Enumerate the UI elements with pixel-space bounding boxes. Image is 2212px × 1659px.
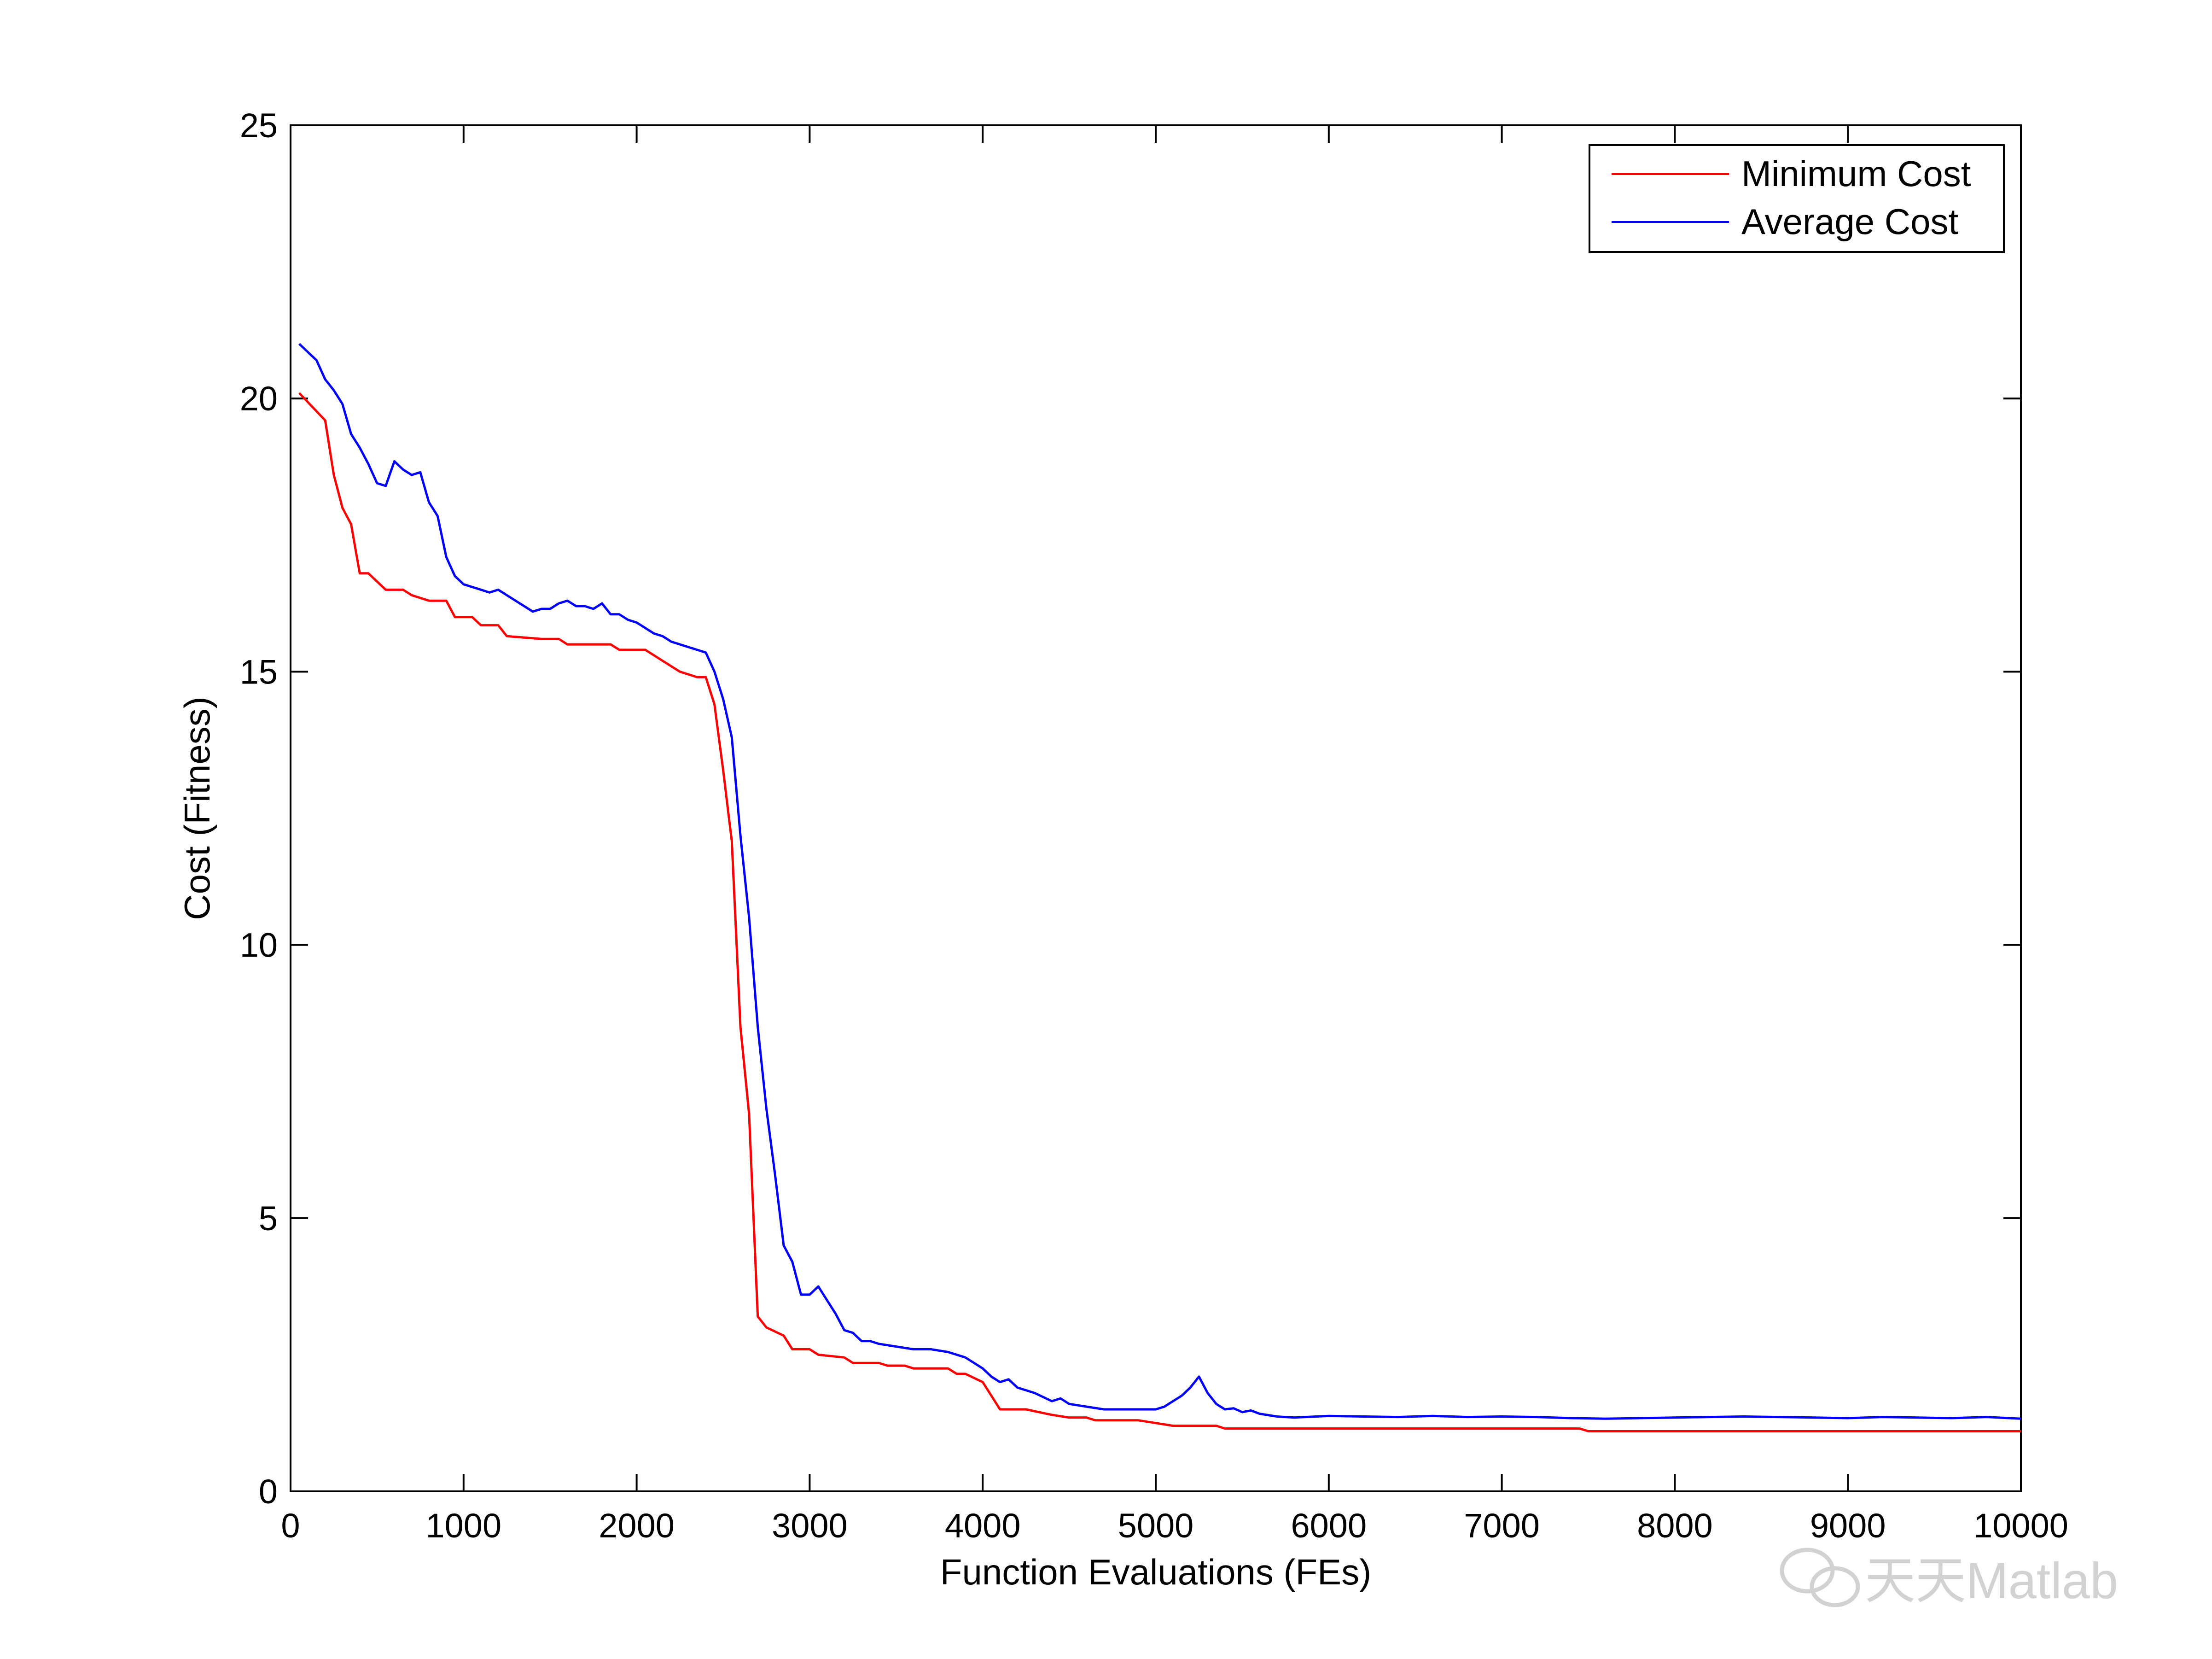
x-tick-label: 6000 (1291, 1507, 1367, 1545)
legend: Minimum Cost Average Cost (1589, 144, 2005, 253)
y-axis-label: Cost (Fitness) (177, 696, 217, 920)
x-tick-label: 9000 (1810, 1507, 1886, 1545)
legend-label-minimum-cost: Minimum Cost (1741, 153, 1971, 194)
x-tick-label: 0 (281, 1507, 300, 1545)
x-axis-label: Function Evaluations (FEs) (940, 1552, 1371, 1592)
x-tick-label: 1000 (425, 1507, 501, 1545)
x-tick-label: 10000 (1973, 1507, 2068, 1545)
y-tick-label: 5 (259, 1199, 278, 1238)
y-tick-label: 20 (240, 380, 278, 418)
y-tick-label: 15 (240, 653, 278, 691)
series-lines (298, 343, 2021, 1432)
y-tick-label: 10 (240, 926, 278, 964)
plot-frame (290, 124, 2022, 1492)
x-tick-label: 4000 (945, 1507, 1021, 1545)
y-tick-label: 25 (240, 106, 278, 145)
x-tick-label: 3000 (772, 1507, 848, 1545)
legend-label-average-cost: Average Cost (1741, 201, 1958, 242)
x-tick-label: 2000 (599, 1507, 675, 1545)
watermark: 天天Matlab (1780, 1548, 2118, 1609)
x-tick-label: 5000 (1118, 1507, 1194, 1545)
series-line-average-cost (298, 343, 2021, 1420)
y-tick-label: 0 (259, 1472, 278, 1511)
legend-box (1589, 144, 2005, 253)
x-tick-label: 7000 (1464, 1507, 1540, 1545)
axes: 0 1000 2000 3000 4000 5000 6000 7000 8000 9000 100… (240, 106, 2068, 1545)
watermark-text: 天天Matlab (1865, 1553, 2118, 1609)
series-line-minimum-cost (298, 392, 2021, 1432)
wechat-icon (1780, 1548, 1860, 1607)
x-tick-label: 8000 (1637, 1507, 1713, 1545)
